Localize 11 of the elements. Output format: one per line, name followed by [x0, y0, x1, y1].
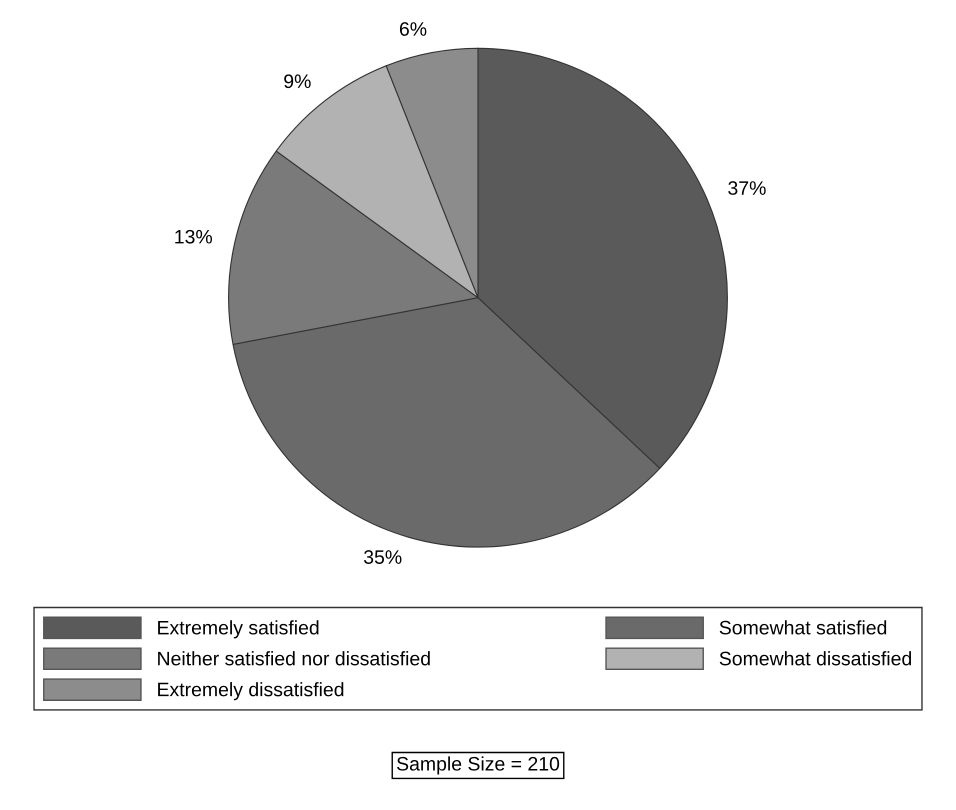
legend-label: Neither satisfied nor dissatisfied [158, 651, 430, 666]
legend-label: Extremely satisfied [158, 620, 318, 638]
data-label: 6% [400, 22, 426, 36]
data-label: 13% [175, 230, 212, 244]
legend-label: Somewhat dissatisfied [720, 651, 912, 666]
legend-label: Extremely dissatisfied [158, 682, 344, 700]
legend-label: Somewhat satisfied [720, 620, 886, 635]
text: Sample Size = 210 [397, 756, 560, 775]
data-label: 9% [284, 74, 311, 88]
data-label: 37% [728, 181, 766, 195]
data-label: 35% [364, 550, 402, 564]
